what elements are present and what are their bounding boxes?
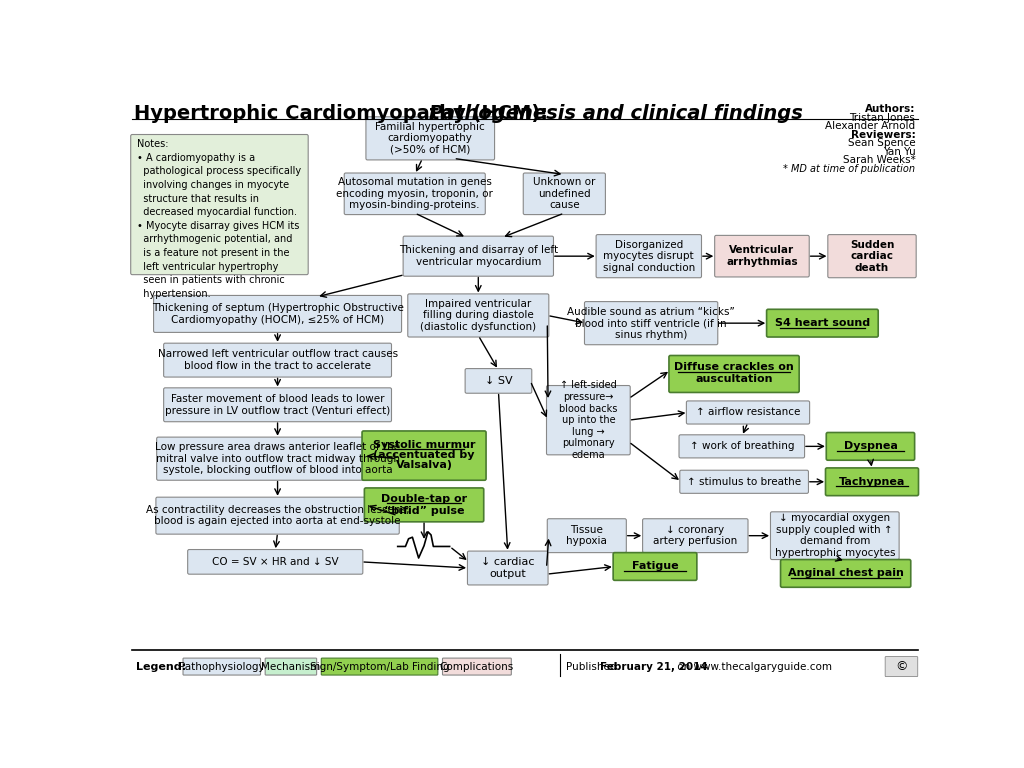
FancyBboxPatch shape bbox=[715, 235, 809, 277]
FancyBboxPatch shape bbox=[157, 437, 398, 480]
Text: Mechanism: Mechanism bbox=[261, 661, 321, 671]
FancyBboxPatch shape bbox=[265, 658, 316, 675]
Text: Unknown or
undefined
cause: Unknown or undefined cause bbox=[534, 177, 596, 210]
FancyBboxPatch shape bbox=[322, 658, 438, 675]
Text: Sean Spence: Sean Spence bbox=[848, 138, 915, 148]
FancyBboxPatch shape bbox=[164, 343, 391, 377]
FancyBboxPatch shape bbox=[613, 553, 697, 581]
Text: Complications: Complications bbox=[439, 661, 514, 671]
Text: Authors:: Authors: bbox=[865, 104, 915, 114]
FancyBboxPatch shape bbox=[156, 497, 399, 534]
Text: Faster movement of blood leads to lower
pressure in LV outflow tract (Venturi ef: Faster movement of blood leads to lower … bbox=[165, 394, 390, 415]
Text: Pathophysiology: Pathophysiology bbox=[179, 661, 264, 671]
Text: Autosomal mutation in genes
encoding myosin, troponin, or
myosin-binding-protein: Autosomal mutation in genes encoding myo… bbox=[336, 177, 494, 210]
Text: on www.thecalgaryguide.com: on www.thecalgaryguide.com bbox=[675, 661, 833, 671]
FancyBboxPatch shape bbox=[679, 435, 805, 458]
FancyBboxPatch shape bbox=[686, 401, 810, 424]
Text: Double-tap or: Double-tap or bbox=[381, 494, 467, 504]
FancyBboxPatch shape bbox=[187, 550, 362, 574]
FancyBboxPatch shape bbox=[183, 658, 260, 675]
Text: Familial hypertrophic
cardiomyopathy
(>50% of HCM): Familial hypertrophic cardiomyopathy (>5… bbox=[376, 122, 485, 155]
Text: Sarah Weeks*: Sarah Weeks* bbox=[843, 155, 915, 165]
Text: ↓ coronary
artery perfusion: ↓ coronary artery perfusion bbox=[653, 525, 737, 547]
FancyBboxPatch shape bbox=[403, 236, 554, 276]
Text: Tristan Jones: Tristan Jones bbox=[850, 113, 915, 123]
Text: Alexander Arnold: Alexander Arnold bbox=[825, 121, 915, 131]
Text: auscultation: auscultation bbox=[695, 374, 773, 384]
Text: Notes:
• A cardiomyopathy is a
  pathological process specifically
  involving c: Notes: • A cardiomyopathy is a pathologi… bbox=[137, 139, 301, 299]
FancyBboxPatch shape bbox=[596, 234, 701, 278]
FancyBboxPatch shape bbox=[767, 310, 879, 337]
Text: Thickening of septum (Hypertrophic Obstructive
Cardiomyopathy (HOCM), ≤25% of HC: Thickening of septum (Hypertrophic Obstr… bbox=[152, 303, 403, 325]
Text: Fatigue: Fatigue bbox=[632, 561, 678, 571]
Text: Sign/Symptom/Lab Finding: Sign/Symptom/Lab Finding bbox=[309, 661, 450, 671]
FancyBboxPatch shape bbox=[408, 294, 549, 337]
Text: Narrowed left ventricular outflow tract causes
blood flow in the tract to accele: Narrowed left ventricular outflow tract … bbox=[158, 349, 397, 371]
Text: ↑ stimulus to breathe: ↑ stimulus to breathe bbox=[687, 477, 801, 487]
Text: “bifid” pulse: “bifid” pulse bbox=[384, 506, 464, 516]
FancyBboxPatch shape bbox=[827, 234, 916, 278]
Text: ↑ left-sided
pressure→
blood backs
up into the
lung →
pulmonary
edema: ↑ left-sided pressure→ blood backs up in… bbox=[559, 380, 617, 460]
Text: Diffuse crackles on: Diffuse crackles on bbox=[674, 362, 794, 372]
FancyBboxPatch shape bbox=[344, 173, 485, 214]
FancyBboxPatch shape bbox=[826, 432, 914, 460]
Text: Thickening and disarray of left
ventricular myocardium: Thickening and disarray of left ventricu… bbox=[398, 245, 558, 267]
Text: Reviewers:: Reviewers: bbox=[851, 130, 915, 140]
Text: ↑ work of breathing: ↑ work of breathing bbox=[689, 442, 794, 452]
FancyBboxPatch shape bbox=[365, 488, 483, 521]
FancyBboxPatch shape bbox=[825, 468, 919, 495]
Text: Yan Yu: Yan Yu bbox=[883, 147, 915, 157]
FancyBboxPatch shape bbox=[669, 356, 799, 392]
FancyBboxPatch shape bbox=[547, 518, 627, 553]
Text: Ventricular
arrhythmias: Ventricular arrhythmias bbox=[726, 245, 798, 267]
Text: * MD at time of publication: * MD at time of publication bbox=[783, 164, 915, 174]
Text: (accentuated by: (accentuated by bbox=[374, 450, 475, 460]
Text: ↓ SV: ↓ SV bbox=[484, 376, 512, 386]
FancyBboxPatch shape bbox=[680, 470, 809, 493]
Text: Tachypnea: Tachypnea bbox=[839, 477, 905, 487]
Text: Dyspnea: Dyspnea bbox=[844, 442, 897, 452]
FancyBboxPatch shape bbox=[164, 388, 391, 422]
FancyBboxPatch shape bbox=[467, 551, 548, 585]
Text: Sudden
cardiac
death: Sudden cardiac death bbox=[850, 240, 894, 273]
Text: ↓ cardiac
output: ↓ cardiac output bbox=[481, 558, 535, 579]
Text: S4 heart sound: S4 heart sound bbox=[775, 318, 870, 328]
Text: As contractility decreases the obstruction lessens;
blood is again ejected into : As contractility decreases the obstructi… bbox=[145, 505, 410, 526]
Text: Impaired ventricular
filling during diastole
(diastolic dysfunction): Impaired ventricular filling during dias… bbox=[420, 299, 537, 332]
FancyBboxPatch shape bbox=[643, 518, 748, 553]
FancyBboxPatch shape bbox=[131, 134, 308, 275]
FancyBboxPatch shape bbox=[465, 369, 531, 393]
Text: Low pressure area draws anterior leaflet of the
mitral valve into outflow tract : Low pressure area draws anterior leaflet… bbox=[155, 442, 400, 475]
Text: Disorganized
myocytes disrupt
signal conduction: Disorganized myocytes disrupt signal con… bbox=[603, 240, 695, 273]
Text: ↑ airflow resistance: ↑ airflow resistance bbox=[696, 408, 800, 418]
FancyBboxPatch shape bbox=[154, 296, 401, 333]
FancyBboxPatch shape bbox=[442, 658, 511, 675]
Text: Pathogenesis and clinical findings: Pathogenesis and clinical findings bbox=[429, 104, 803, 124]
Text: Anginal chest pain: Anginal chest pain bbox=[787, 568, 903, 578]
Text: Legend:: Legend: bbox=[136, 661, 186, 671]
FancyBboxPatch shape bbox=[885, 657, 918, 677]
Text: Systolic murmur: Systolic murmur bbox=[373, 440, 475, 450]
Text: CO = SV × HR and ↓ SV: CO = SV × HR and ↓ SV bbox=[212, 557, 339, 567]
Text: ©: © bbox=[895, 660, 907, 673]
Text: Tissue
hypoxia: Tissue hypoxia bbox=[566, 525, 607, 547]
FancyBboxPatch shape bbox=[780, 560, 910, 588]
Text: February 21, 2014: February 21, 2014 bbox=[600, 661, 708, 671]
Text: ↓ myocardial oxygen
supply coupled with ↑
demand from
hypertrophic myocytes: ↓ myocardial oxygen supply coupled with … bbox=[774, 513, 895, 558]
FancyBboxPatch shape bbox=[547, 386, 630, 455]
FancyBboxPatch shape bbox=[770, 511, 899, 560]
FancyBboxPatch shape bbox=[585, 302, 718, 345]
FancyBboxPatch shape bbox=[523, 173, 605, 214]
Text: Hypertrophic Cardiomyopathy (HCM):: Hypertrophic Cardiomyopathy (HCM): bbox=[134, 104, 555, 124]
Text: Audible sound as atrium “kicks”
blood into stiff ventricle (if in
sinus rhythm): Audible sound as atrium “kicks” blood in… bbox=[567, 306, 735, 339]
FancyBboxPatch shape bbox=[362, 431, 486, 480]
FancyBboxPatch shape bbox=[366, 117, 495, 160]
Text: Published: Published bbox=[566, 661, 620, 671]
Text: Valsalva): Valsalva) bbox=[395, 460, 453, 470]
